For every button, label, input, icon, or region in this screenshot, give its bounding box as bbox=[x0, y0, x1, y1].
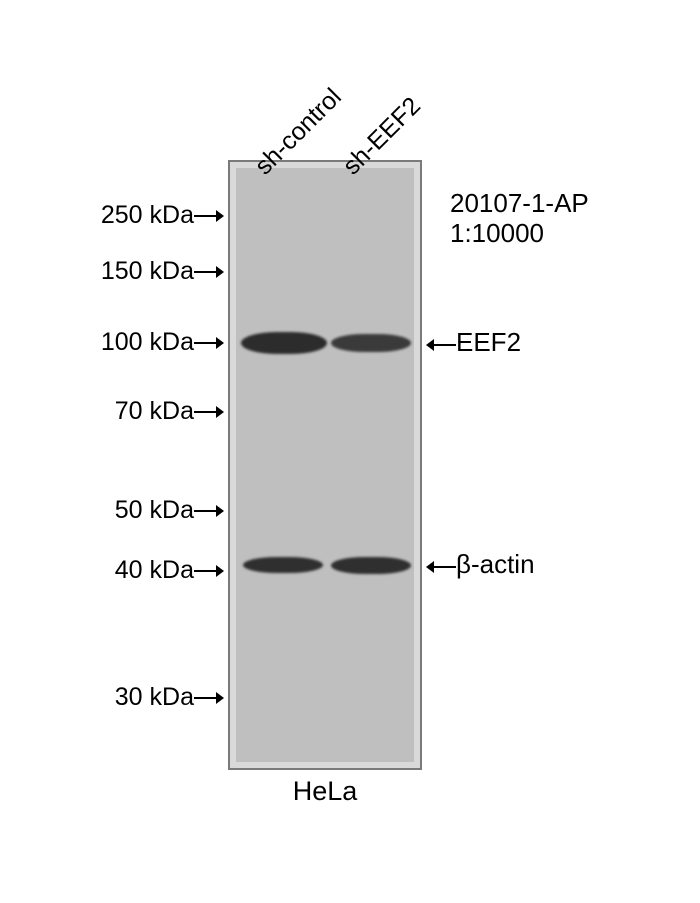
marker-150-kDa: 150 kDa bbox=[0, 257, 224, 286]
band-label-EEF2: EEF2 bbox=[426, 327, 521, 358]
arrow-right-icon bbox=[194, 208, 224, 224]
marker-70-kDa: 70 kDa bbox=[0, 397, 224, 426]
marker-250-kDa: 250 kDa bbox=[0, 201, 224, 230]
arrow-right-icon bbox=[194, 335, 224, 351]
marker-text: 30 kDa bbox=[115, 683, 194, 711]
arrow-right-icon bbox=[194, 690, 224, 706]
antibody-dilution: 1:10000 bbox=[450, 218, 544, 249]
band-EEF2-lane0 bbox=[241, 332, 327, 354]
arrow-right-icon bbox=[194, 503, 224, 519]
band-beta-actin-lane0 bbox=[243, 557, 323, 573]
band-label-beta-actin: β-actin bbox=[426, 549, 535, 580]
arrow-right-icon bbox=[194, 563, 224, 579]
antibody-catalog: 20107-1-AP bbox=[450, 188, 589, 219]
band-beta-actin-lane1 bbox=[331, 557, 411, 574]
marker-100-kDa: 100 kDa bbox=[0, 328, 224, 357]
arrow-right-icon bbox=[194, 264, 224, 280]
band-label-text: EEF2 bbox=[456, 327, 521, 357]
marker-text: 40 kDa bbox=[115, 556, 194, 584]
marker-text: 100 kDa bbox=[101, 328, 194, 356]
marker-30-kDa: 30 kDa bbox=[0, 683, 224, 712]
marker-text: 50 kDa bbox=[115, 496, 194, 524]
band-EEF2-lane1 bbox=[331, 334, 411, 352]
western-blot-figure: WWW.PTGLAB.COM sh-controlsh-EEF2 250 kDa… bbox=[0, 0, 700, 903]
blot-gel bbox=[236, 168, 414, 762]
arrow-left-icon bbox=[426, 559, 456, 575]
marker-40-kDa: 40 kDa bbox=[0, 556, 224, 585]
marker-text: 250 kDa bbox=[101, 201, 194, 229]
marker-text: 70 kDa bbox=[115, 397, 194, 425]
marker-text: 150 kDa bbox=[101, 257, 194, 285]
band-label-text: β-actin bbox=[456, 549, 535, 579]
cell-line-label: HeLa bbox=[228, 776, 422, 807]
marker-50-kDa: 50 kDa bbox=[0, 496, 224, 525]
arrow-left-icon bbox=[426, 337, 456, 353]
arrow-right-icon bbox=[194, 404, 224, 420]
